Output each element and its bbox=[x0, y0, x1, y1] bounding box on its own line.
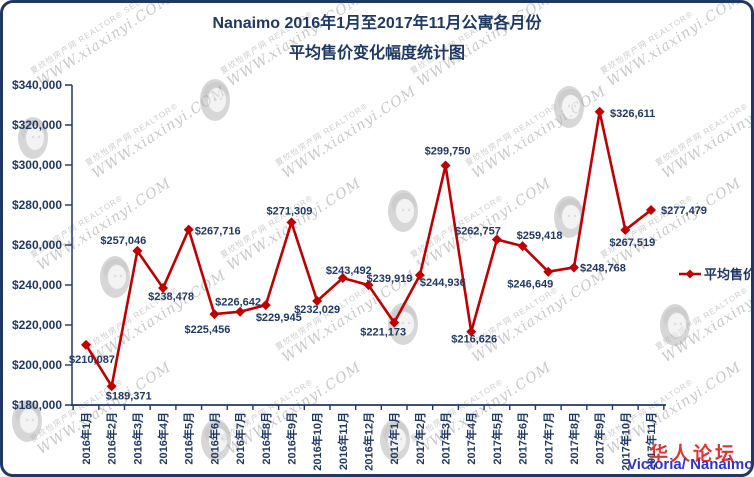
y-tick-label: $300,000 bbox=[12, 158, 62, 172]
x-axis-label: 2016年1月 bbox=[79, 412, 93, 465]
data-point-label: $277,479 bbox=[661, 205, 707, 217]
x-axis-label: 2016年5月 bbox=[182, 412, 196, 465]
y-tick-label: $180,000 bbox=[12, 398, 62, 412]
x-axis-label: 2017年10月 bbox=[618, 412, 632, 471]
x-axis-label: 2017年1月 bbox=[387, 412, 401, 465]
x-axis-label: 2016年11月 bbox=[336, 412, 350, 470]
data-point-label: $238,478 bbox=[148, 291, 194, 303]
data-point-marker[interactable] bbox=[620, 224, 631, 235]
x-axis-label: 2017年2月 bbox=[413, 412, 427, 465]
x-axis-label: 2016年3月 bbox=[130, 412, 144, 465]
data-point-marker[interactable] bbox=[260, 300, 271, 311]
price-line-chart: $340,000 $320,000 $300,000 $280,000 $260,000… bbox=[12, 78, 754, 471]
data-point-marker[interactable] bbox=[209, 309, 220, 320]
data-point-label: $225,456 bbox=[184, 324, 230, 336]
data-point-marker[interactable] bbox=[286, 217, 297, 228]
x-axis-label: 2017年7月 bbox=[541, 412, 555, 465]
chart-title: Nanaimo 2016年1月至2017年11月公寓各月份 平均售价变化幅度统计… bbox=[3, 9, 751, 69]
data-point-label: $243,492 bbox=[326, 265, 372, 277]
x-axis-label: 2016年2月 bbox=[105, 412, 119, 465]
data-point-label: $221,173 bbox=[360, 327, 406, 339]
data-point-label: $189,371 bbox=[106, 390, 152, 402]
y-tick-label: $240,000 bbox=[12, 278, 62, 292]
data-point-marker[interactable] bbox=[414, 270, 425, 281]
x-axis-label: 2017年9月 bbox=[593, 412, 607, 465]
x-axis-label: 2016年6月 bbox=[207, 412, 221, 465]
x-axis-label: 2017年11月 bbox=[644, 412, 658, 470]
data-point-label: $226,642 bbox=[215, 297, 261, 309]
data-point-marker[interactable] bbox=[312, 295, 323, 306]
data-point-marker[interactable] bbox=[81, 339, 91, 350]
data-point-marker[interactable] bbox=[491, 234, 502, 245]
data-point-marker[interactable] bbox=[646, 205, 656, 216]
y-tick-label: $200,000 bbox=[12, 358, 62, 372]
x-axis-label: 2016年4月 bbox=[156, 412, 170, 465]
y-tick-label: $340,000 bbox=[12, 78, 62, 92]
legend-label: 平均售价 bbox=[704, 267, 754, 282]
data-point-marker[interactable] bbox=[183, 224, 194, 235]
data-point-marker[interactable] bbox=[543, 266, 554, 277]
data-point-marker[interactable] bbox=[363, 280, 374, 291]
region-watermark-text: Victoria/ Nanaimo bbox=[627, 456, 754, 473]
data-point-marker[interactable] bbox=[158, 283, 169, 294]
data-point-label: $267,716 bbox=[195, 226, 241, 238]
data-point-label: $257,046 bbox=[100, 235, 146, 247]
chart-title-line1: Nanaimo 2016年1月至2017年11月公寓各月份 bbox=[212, 15, 542, 32]
x-axis-label: 2017年6月 bbox=[516, 412, 530, 465]
x-axis-label: 2017年5月 bbox=[490, 412, 504, 465]
x-axis-label: 2016年8月 bbox=[259, 412, 273, 465]
y-tick-label: $220,000 bbox=[12, 318, 62, 332]
data-point-label: $271,309 bbox=[267, 205, 313, 217]
data-point-label: $239,919 bbox=[367, 273, 413, 285]
data-point-marker[interactable] bbox=[568, 262, 579, 273]
y-tick-label: $260,000 bbox=[12, 238, 62, 252]
data-point-label: $246,649 bbox=[507, 279, 553, 291]
data-point-label: $229,945 bbox=[256, 312, 302, 324]
data-point-marker[interactable] bbox=[440, 160, 451, 171]
chart-title-line2: 平均售价变化幅度统计图 bbox=[288, 45, 465, 62]
y-tick-label: $280,000 bbox=[12, 198, 62, 212]
x-axis-label: 2017年3月 bbox=[439, 412, 453, 465]
data-point-label: $259,418 bbox=[517, 230, 563, 242]
x-axis-label: 2017年4月 bbox=[464, 412, 478, 465]
data-point-marker[interactable] bbox=[594, 106, 605, 117]
x-axis-label: 2016年9月 bbox=[284, 412, 298, 465]
forum-watermark-text: 华人论坛 bbox=[649, 444, 738, 465]
data-point-marker[interactable] bbox=[337, 273, 348, 284]
data-point-marker[interactable] bbox=[235, 306, 246, 317]
x-axis-label: 2016年10月 bbox=[310, 412, 324, 471]
data-point-marker[interactable] bbox=[466, 326, 477, 337]
data-point-label: $248,768 bbox=[580, 262, 626, 274]
data-point-marker[interactable] bbox=[106, 381, 117, 392]
data-point-label: $262,757 bbox=[455, 225, 501, 237]
data-point-label: $232,029 bbox=[294, 304, 340, 316]
legend-marker-diamond bbox=[685, 269, 695, 279]
x-axis-label: 2016年7月 bbox=[233, 412, 247, 465]
x-axis-label: 2017年8月 bbox=[567, 412, 581, 465]
data-point-label: $267,519 bbox=[609, 237, 655, 249]
y-tick-label: $320,000 bbox=[12, 118, 62, 132]
data-point-label: $299,750 bbox=[425, 146, 471, 158]
data-point-label: $244,936 bbox=[420, 277, 466, 289]
data-point-marker[interactable] bbox=[132, 245, 143, 256]
data-point-label: $326,611 bbox=[610, 108, 655, 120]
data-point-label: $210,087 bbox=[69, 354, 115, 366]
data-point-marker[interactable] bbox=[517, 241, 528, 252]
price-line bbox=[84, 110, 653, 388]
x-axis-label: 2016年12月 bbox=[362, 412, 376, 471]
data-point-label: $216,626 bbox=[451, 334, 497, 346]
